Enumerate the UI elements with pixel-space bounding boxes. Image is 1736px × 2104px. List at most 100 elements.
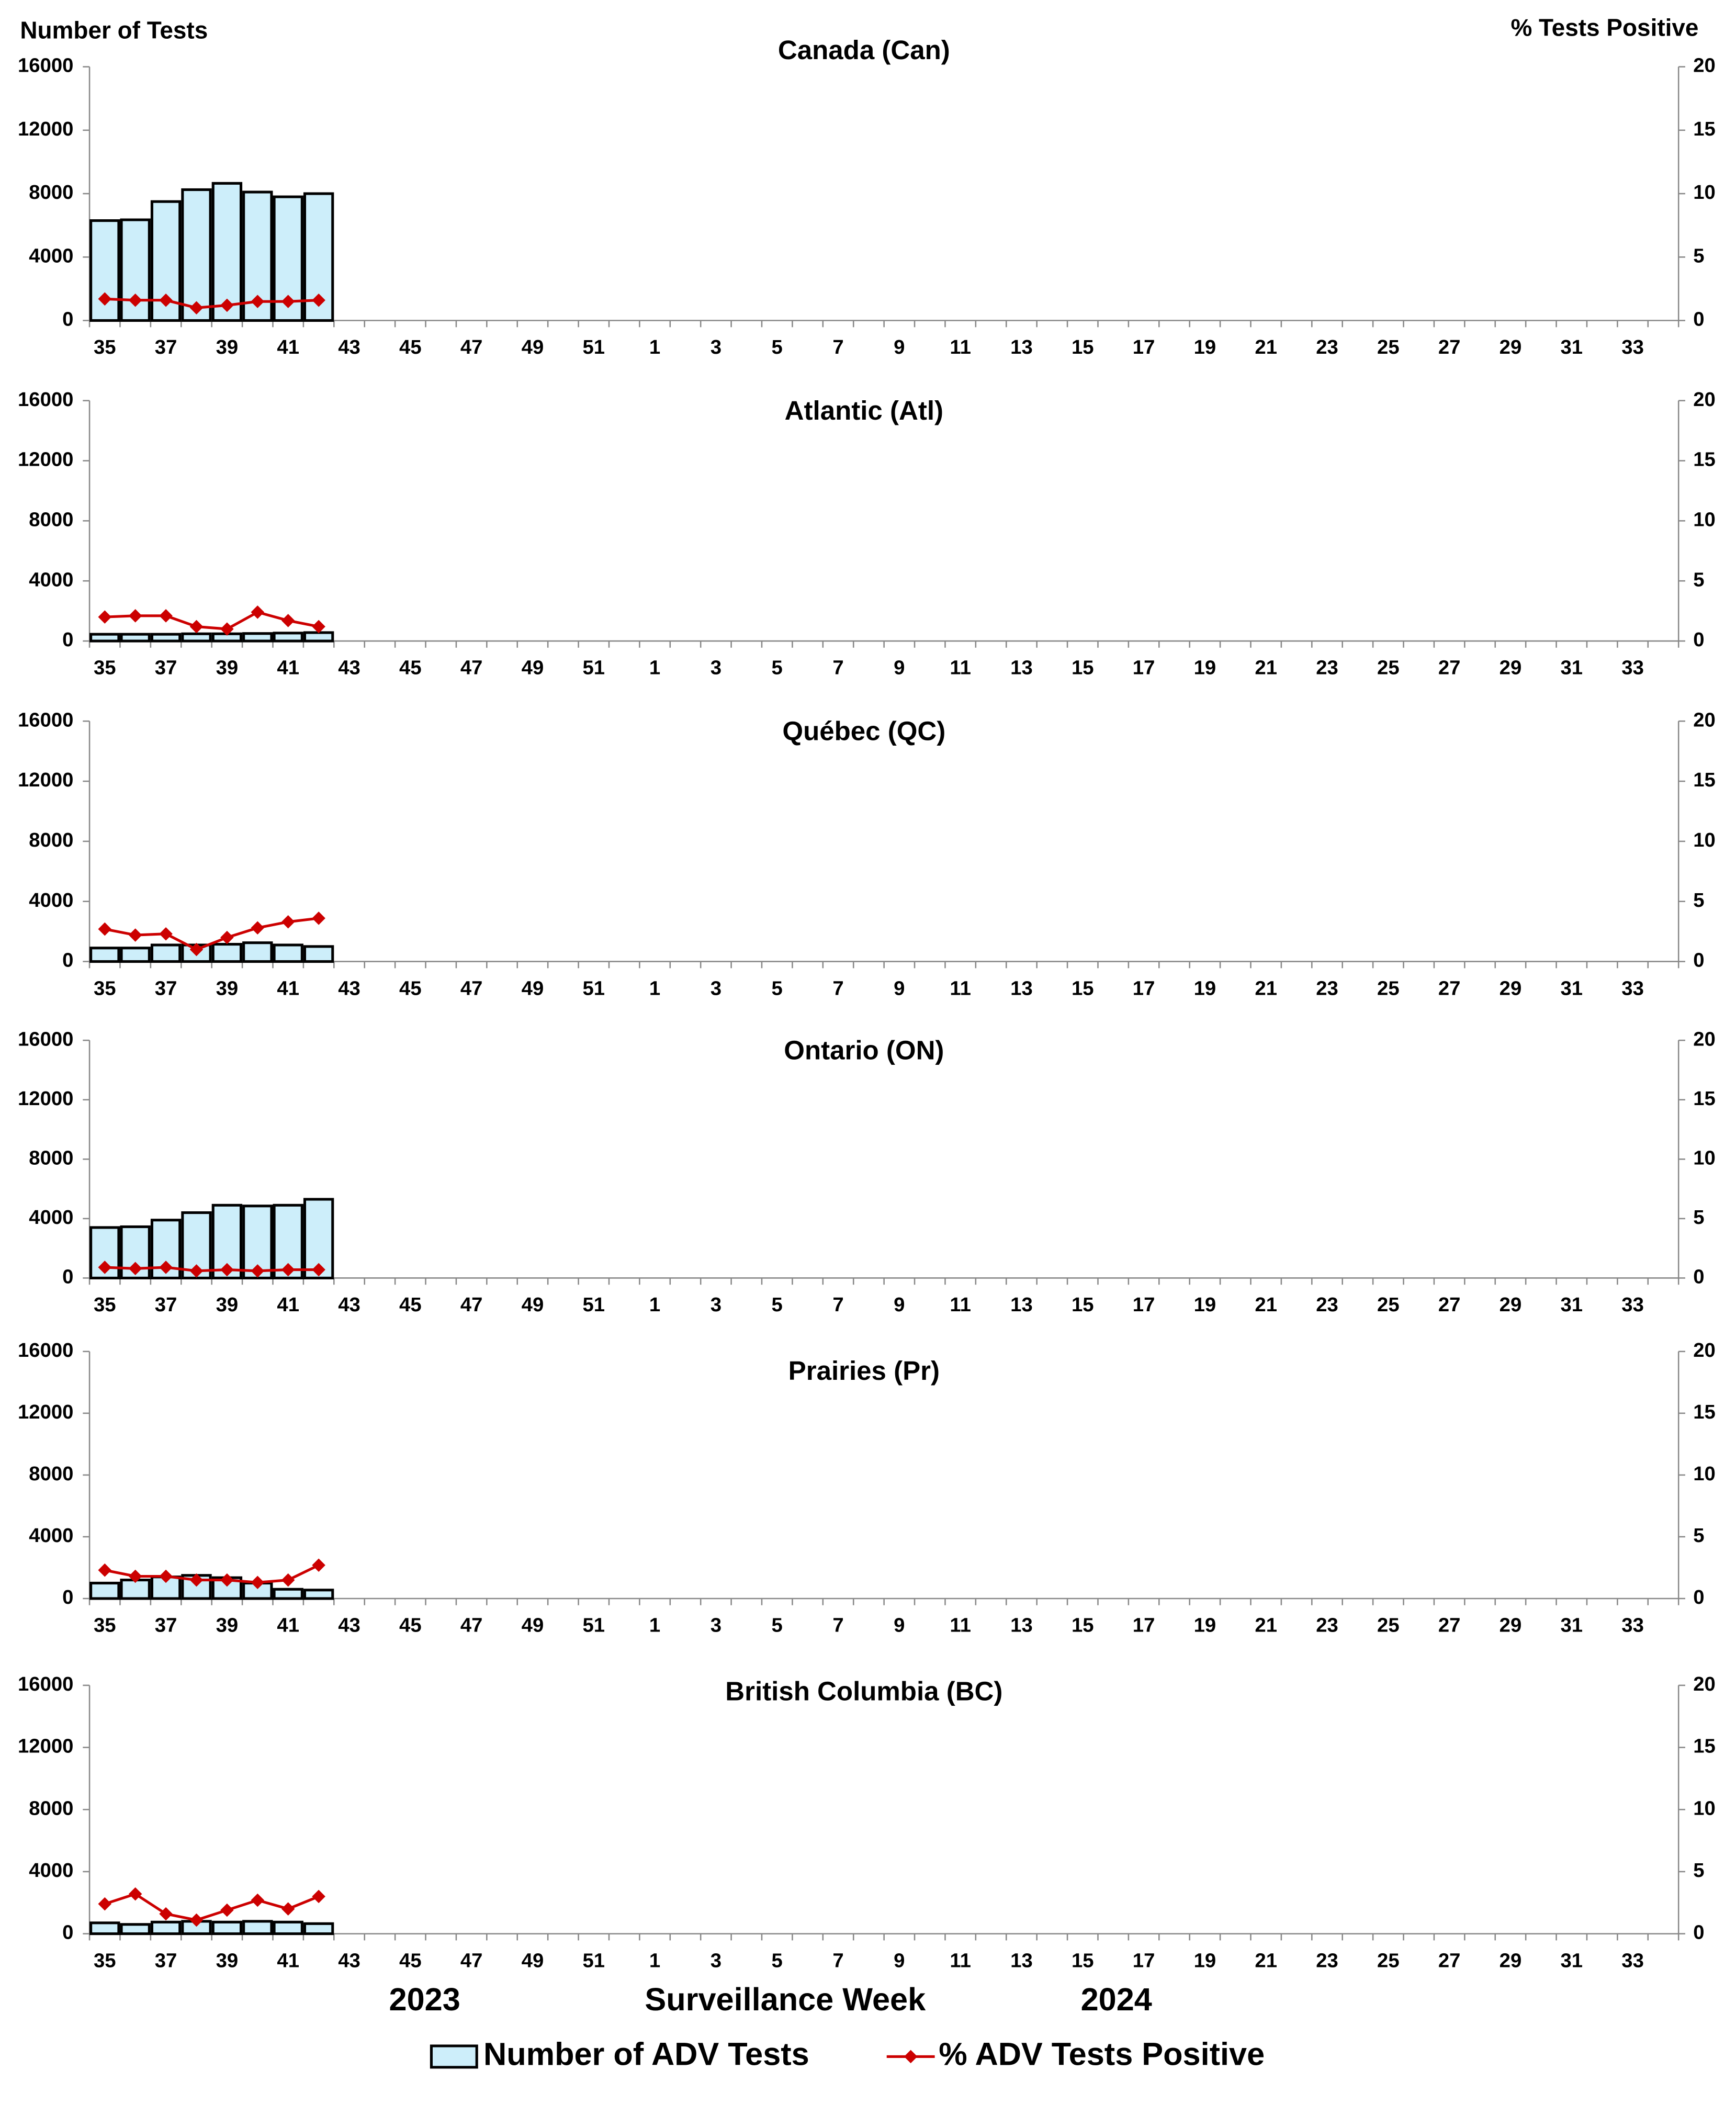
bar (303, 631, 334, 643)
x-tick-label: 15 (1072, 977, 1094, 999)
y2-tick-label: 10 (1693, 1797, 1716, 1819)
bar (120, 947, 151, 963)
legend-label: % ADV Tests Positive (939, 2037, 1265, 2072)
x-tick-label: 35 (94, 336, 116, 358)
x-tick-label: 23 (1316, 1293, 1338, 1316)
bar (181, 632, 212, 643)
x-tick-label: 3 (711, 1949, 722, 1972)
x-tick-label: 37 (155, 336, 177, 358)
x-tick-label: 17 (1133, 657, 1155, 679)
x-tick-label: 25 (1377, 657, 1400, 679)
y2-tick-label: 10 (1693, 1146, 1716, 1169)
x-tick-label: 9 (894, 1293, 905, 1316)
y2-tick-label: 5 (1693, 1859, 1704, 1882)
y2-tick-label: 0 (1693, 1921, 1704, 1944)
y2-tick-label: 15 (1693, 448, 1716, 471)
chart-title: Québec (QC) (782, 716, 945, 746)
x-tick-label: 1 (649, 1293, 660, 1316)
x-tick-label: 9 (894, 657, 905, 679)
x-tick-label: 27 (1438, 1614, 1461, 1637)
line-marker (220, 298, 234, 312)
bar (242, 1920, 273, 1936)
x-tick-label: 23 (1316, 657, 1338, 679)
line-marker (98, 610, 112, 624)
y2-tick-label: 10 (1693, 181, 1716, 204)
x-tick-label: 11 (950, 1949, 971, 1972)
y-tick-label: 0 (62, 1921, 73, 1944)
x-tick-label: 9 (894, 336, 905, 358)
y-tick-label: 8000 (29, 508, 73, 531)
x-tick-label: 5 (772, 1949, 783, 1972)
x-tick-label: 19 (1194, 1949, 1216, 1972)
x-tick-label: 19 (1194, 657, 1216, 679)
x-tick-label: 13 (1010, 657, 1033, 679)
y-tick-label: 8000 (29, 1146, 73, 1169)
x-tick-label: 31 (1560, 1614, 1583, 1637)
x-tick-label: 35 (94, 1949, 116, 1972)
x-tick-label: 5 (772, 1293, 783, 1316)
x-tick-label: 31 (1560, 1949, 1583, 1972)
x-tick-label: 33 (1621, 1614, 1644, 1637)
x-tick-label: 49 (522, 336, 544, 358)
x-tick-label: 49 (522, 977, 544, 999)
bar (89, 1581, 120, 1600)
x-tick-label: 5 (772, 657, 783, 679)
y-tick-label: 0 (62, 1586, 73, 1608)
x-tick-label: 29 (1500, 657, 1522, 679)
x-tick-label: 33 (1621, 1949, 1644, 1972)
line-marker (159, 1261, 173, 1274)
bar (211, 1920, 243, 1936)
x-tick-label: 37 (155, 1293, 177, 1316)
x-tick-label: 51 (582, 1293, 605, 1316)
x-tick-label: 1 (649, 1949, 660, 1972)
line-marker (159, 1907, 173, 1921)
x-tick-label: 7 (832, 977, 843, 999)
x-tick-label: 7 (832, 336, 843, 358)
y2-tick-label: 0 (1693, 949, 1704, 972)
x-tick-label: 33 (1621, 977, 1644, 999)
line-marker (189, 1913, 204, 1927)
x-tick-label: 7 (832, 1614, 843, 1637)
x-tick-label: 5 (772, 336, 783, 358)
x-tick-label: 39 (216, 657, 239, 679)
line-marker (98, 292, 112, 306)
x-tick-label: 47 (460, 336, 483, 358)
x-tick-label: 31 (1560, 657, 1583, 679)
x-tick-label: 27 (1438, 1293, 1461, 1316)
x-tick-label: 11 (950, 1614, 971, 1637)
y-tick-label: 12000 (18, 1087, 73, 1110)
bar (273, 1920, 303, 1936)
x-tick-label: 51 (582, 1949, 605, 1972)
x-tick-label: 41 (277, 336, 299, 358)
x-tick-label: 41 (277, 1614, 299, 1637)
bar (120, 1579, 151, 1600)
y2-tick-label: 15 (1693, 118, 1716, 140)
x-tick-label: 13 (1010, 977, 1033, 999)
x-tick-label: 11 (950, 657, 971, 679)
x-tick-label: 23 (1316, 1949, 1338, 1972)
x-tick-label: 41 (277, 1293, 299, 1316)
x-tick-label: 1 (649, 1614, 660, 1637)
bar (303, 1589, 334, 1600)
y2-tick-label: 15 (1693, 769, 1716, 791)
y-tick-label: 12000 (18, 769, 73, 791)
x-tick-label: 15 (1072, 1614, 1094, 1637)
line-marker (128, 609, 142, 623)
y-tick-label: 4000 (29, 568, 73, 591)
x-tick-label: 11 (950, 977, 971, 999)
line-marker (98, 1563, 112, 1577)
y-tick-label: 16000 (18, 1339, 73, 1362)
y-tick-label: 8000 (29, 181, 73, 204)
x-tick-label: 41 (277, 1949, 299, 1972)
x-tick-label: 47 (460, 1949, 483, 1972)
bar (273, 1588, 303, 1600)
bar (273, 632, 303, 643)
line-marker (189, 1264, 204, 1278)
y2-tick-label: 20 (1693, 1339, 1716, 1362)
y-tick-label: 0 (62, 628, 73, 651)
x-tick-label: 51 (582, 336, 605, 358)
x-tick-label: 15 (1072, 1949, 1094, 1972)
y2-tick-label: 10 (1693, 1462, 1716, 1485)
x-tick-label: 13 (1010, 336, 1033, 358)
y2-tick-label: 0 (1693, 1266, 1704, 1288)
